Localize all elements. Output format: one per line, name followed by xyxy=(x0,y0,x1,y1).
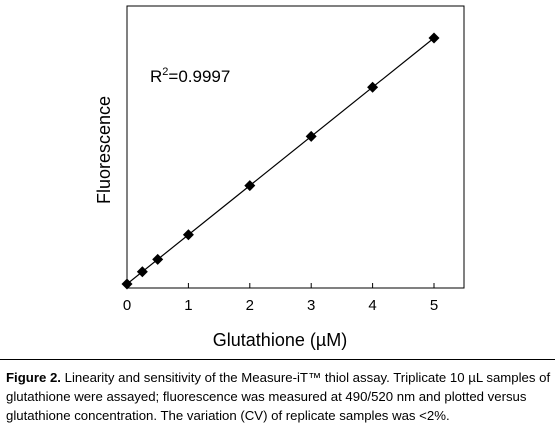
x-axis-title: Glutathione (µM) xyxy=(213,330,347,350)
x-tick-label: 3 xyxy=(307,297,315,314)
caption-divider xyxy=(0,359,555,360)
x-tick-label: 4 xyxy=(368,297,376,314)
data-point-diamond xyxy=(428,32,440,44)
fit-line xyxy=(126,37,435,285)
data-point-diamond xyxy=(182,229,194,241)
x-tick-label: 5 xyxy=(430,297,438,314)
y-axis-title: Fluorescence xyxy=(94,96,114,204)
chart: 0 1 2 3 4 5 R2=0.9997 Glutathione (µM) Fluore… xyxy=(94,5,465,350)
x-tick-label: 1 xyxy=(184,297,192,314)
r-squared-annotation: R2=0.9997 xyxy=(150,66,230,86)
data-point-diamond xyxy=(136,266,148,278)
x-tick-label: 2 xyxy=(246,297,254,314)
caption-text: Linearity and sensitivity of the Measure… xyxy=(6,370,551,423)
data-point-diamond xyxy=(367,81,379,93)
data-point-diamond xyxy=(244,180,256,192)
data-point-diamond xyxy=(152,253,164,265)
figure-caption: Figure 2. Linearity and sensitivity of t… xyxy=(6,368,551,425)
caption-label: Figure 2. xyxy=(6,370,61,385)
data-point-diamond xyxy=(305,130,317,142)
x-tick-label: 0 xyxy=(123,297,131,314)
plot-frame xyxy=(126,5,465,289)
